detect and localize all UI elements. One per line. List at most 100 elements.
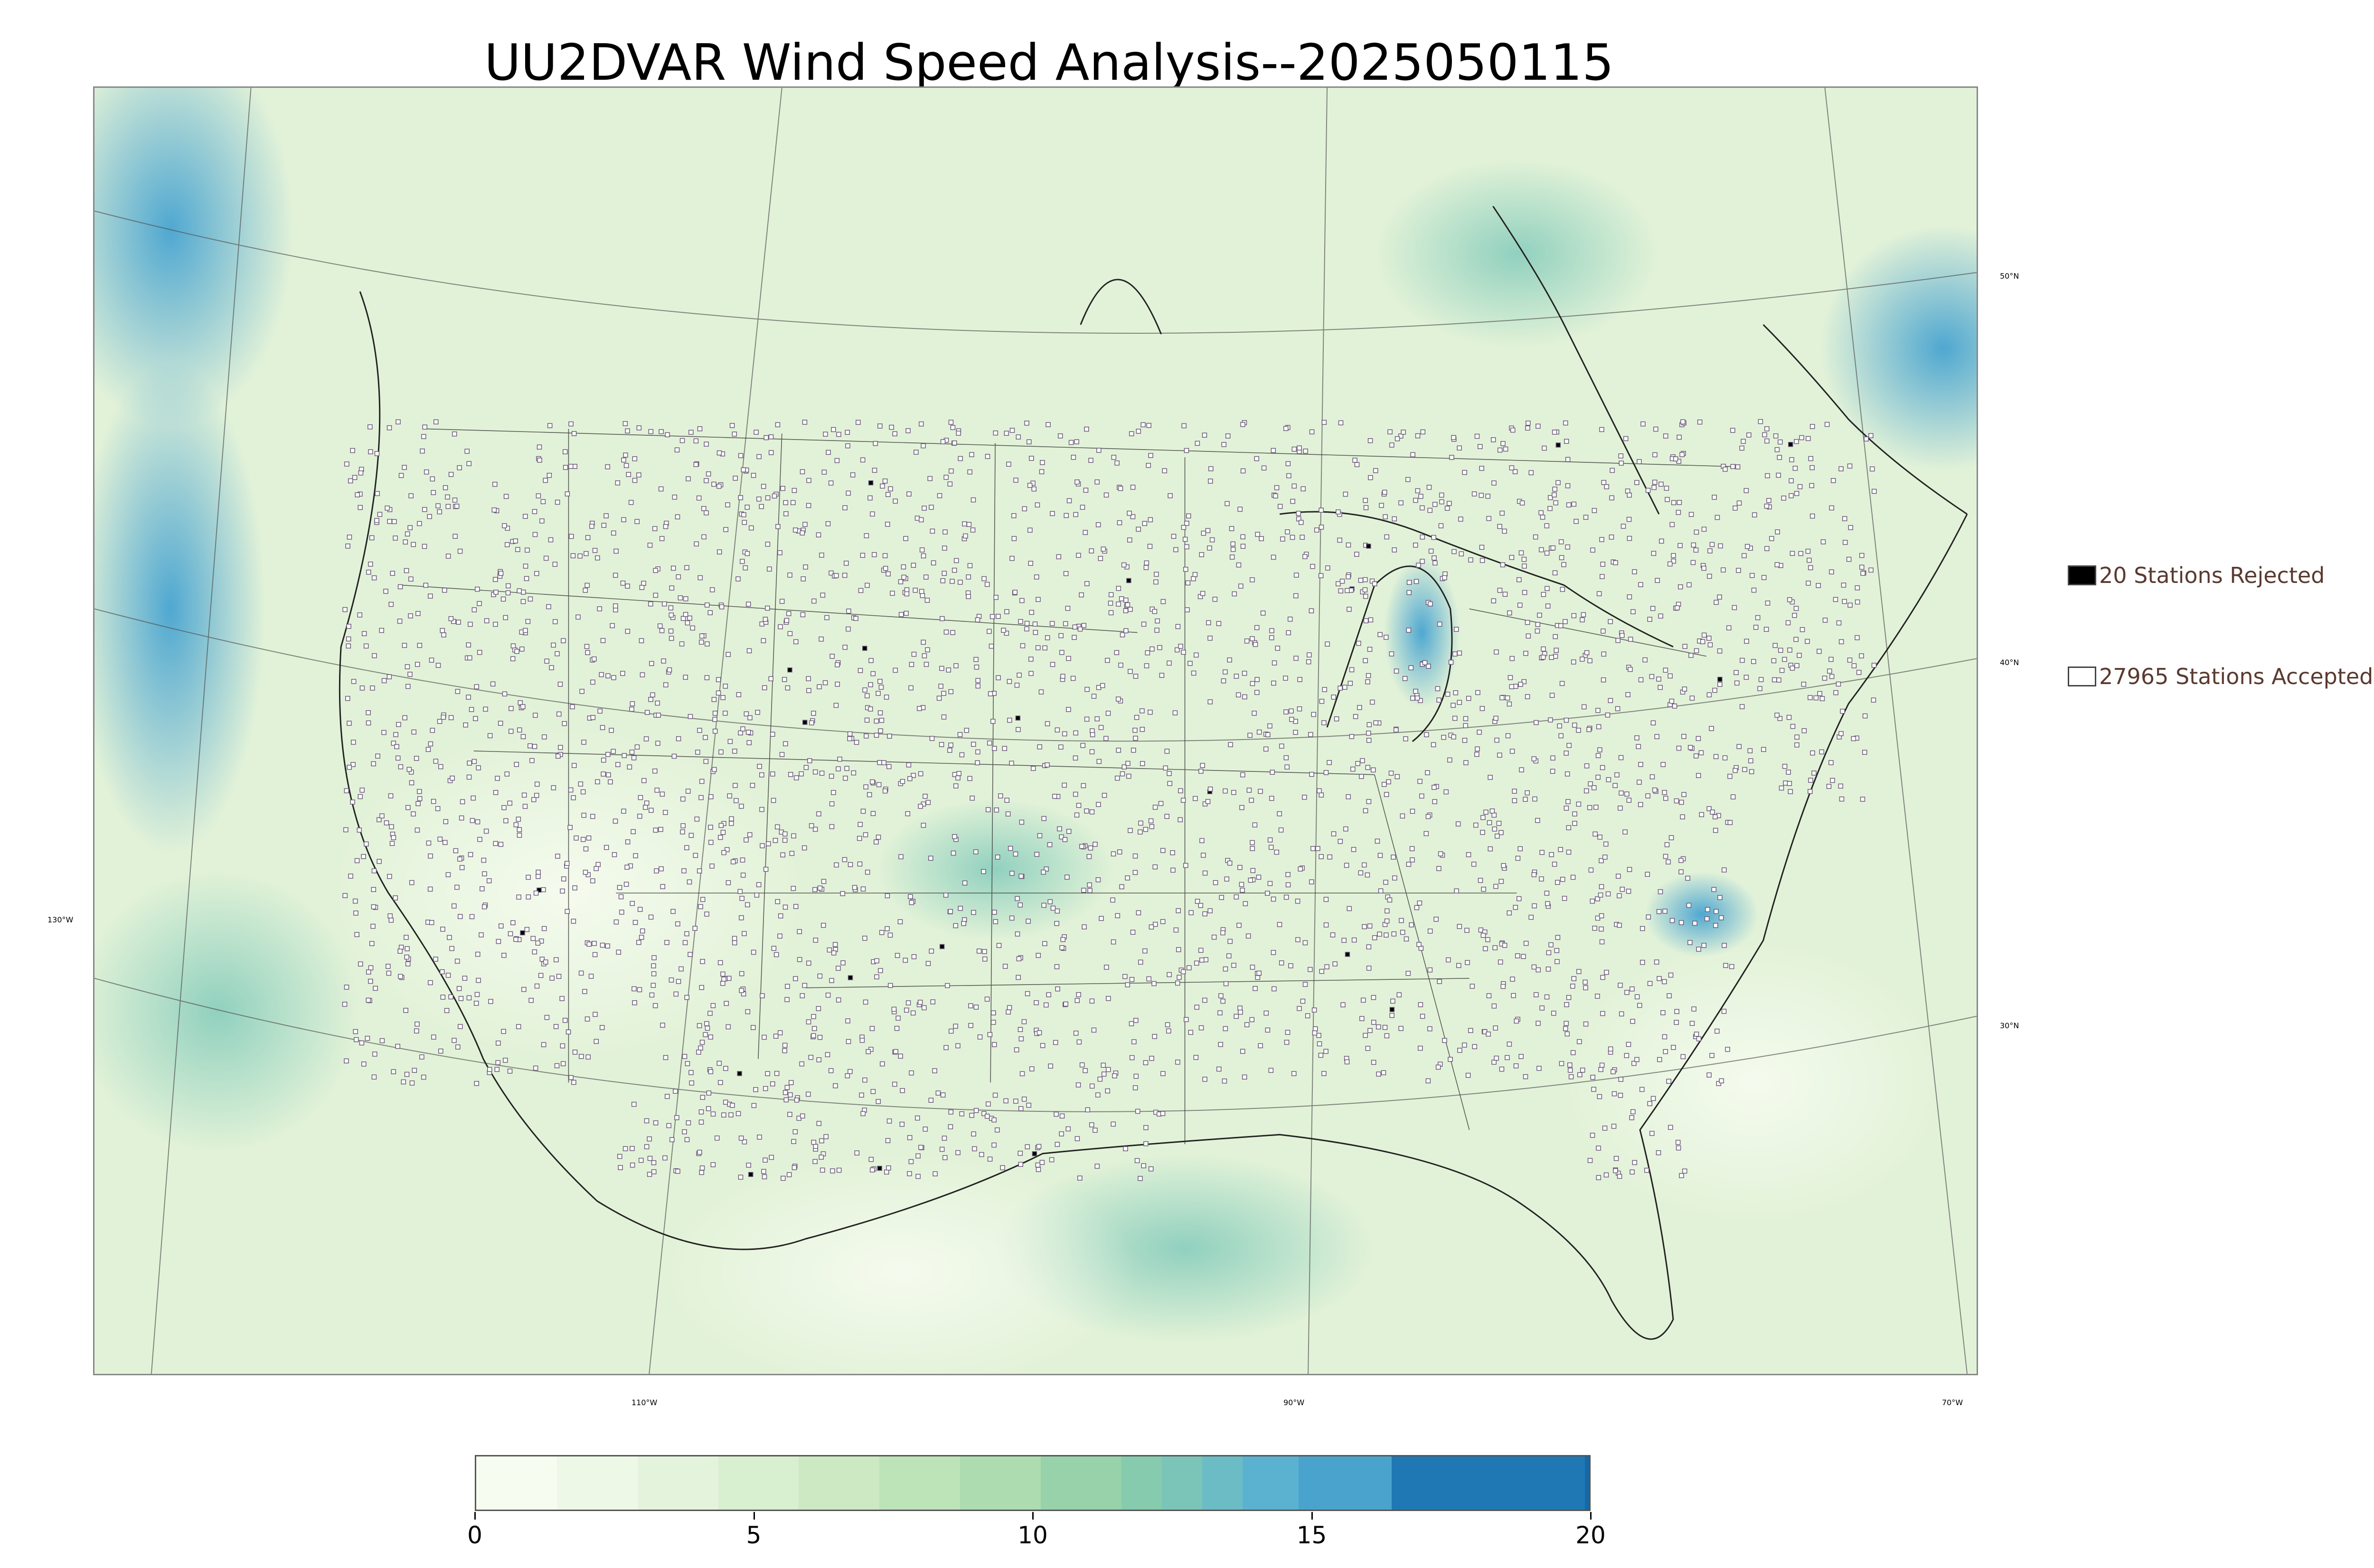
station-accepted-marker bbox=[1511, 993, 1516, 998]
station-accepted-marker bbox=[966, 522, 972, 527]
station-accepted-marker bbox=[1117, 849, 1122, 854]
station-accepted-marker bbox=[1645, 872, 1650, 877]
station-accepted-marker bbox=[394, 744, 399, 750]
station-accepted-marker bbox=[1498, 830, 1504, 836]
station-accepted-marker bbox=[1565, 457, 1571, 462]
station-accepted-marker bbox=[1280, 536, 1285, 542]
station-accepted-marker bbox=[621, 517, 626, 523]
station-accepted-marker bbox=[1598, 1067, 1603, 1072]
station-accepted-marker bbox=[1366, 944, 1372, 949]
station-accepted-marker bbox=[806, 503, 811, 508]
station-accepted-marker bbox=[1415, 488, 1421, 494]
station-accepted-marker bbox=[1715, 1028, 1720, 1034]
station-accepted-marker bbox=[1377, 632, 1383, 638]
station-accepted-marker bbox=[1238, 583, 1244, 589]
station-accepted-marker bbox=[1371, 767, 1376, 773]
station-accepted-marker bbox=[738, 453, 744, 459]
station-accepted-marker bbox=[1685, 875, 1690, 881]
station-accepted-marker bbox=[1080, 742, 1086, 748]
station-accepted-marker bbox=[1599, 884, 1604, 890]
station-accepted-marker bbox=[866, 1049, 871, 1054]
station-accepted-marker bbox=[1820, 539, 1826, 545]
station-accepted-marker bbox=[1351, 937, 1357, 943]
station-accepted-marker bbox=[1283, 676, 1288, 681]
station-accepted-marker bbox=[387, 873, 392, 879]
station-accepted-marker bbox=[463, 722, 468, 728]
station-accepted-marker bbox=[803, 564, 808, 570]
station-accepted-marker bbox=[1183, 566, 1188, 572]
station-accepted-marker bbox=[1084, 716, 1090, 722]
station-accepted-marker bbox=[1630, 1169, 1635, 1175]
station-rejected-marker bbox=[1015, 715, 1021, 721]
station-accepted-marker bbox=[1509, 749, 1515, 754]
station-accepted-marker bbox=[1296, 511, 1301, 516]
station-accepted-marker bbox=[530, 936, 536, 941]
station-accepted-marker bbox=[1492, 826, 1498, 832]
station-accepted-marker bbox=[819, 553, 824, 558]
station-accepted-marker bbox=[862, 936, 867, 941]
station-accepted-marker bbox=[1267, 837, 1273, 843]
station-accepted-marker bbox=[1019, 1071, 1025, 1077]
station-accepted-marker bbox=[379, 1038, 385, 1043]
station-accepted-marker bbox=[452, 534, 458, 539]
station-accepted-marker bbox=[1288, 963, 1293, 968]
station-accepted-marker bbox=[1566, 742, 1572, 748]
station-accepted-marker bbox=[1367, 647, 1373, 652]
station-accepted-marker bbox=[886, 764, 892, 770]
station-accepted-marker bbox=[683, 612, 688, 617]
station-accepted-marker bbox=[430, 476, 435, 482]
station-accepted-marker bbox=[1681, 733, 1686, 739]
station-accepted-marker bbox=[1601, 677, 1606, 683]
station-accepted-marker bbox=[445, 973, 451, 978]
station-accepted-marker bbox=[1550, 545, 1556, 551]
station-accepted-marker bbox=[1593, 805, 1599, 810]
station-accepted-marker bbox=[1465, 1072, 1471, 1078]
station-accepted-marker bbox=[1675, 605, 1680, 610]
station-accepted-marker bbox=[388, 793, 394, 798]
station-accepted-marker bbox=[427, 514, 432, 519]
station-accepted-marker bbox=[1030, 766, 1036, 771]
station-accepted-marker bbox=[867, 792, 872, 798]
station-accepted-marker bbox=[1060, 937, 1066, 942]
station-accepted-marker bbox=[1082, 924, 1087, 930]
station-accepted-marker bbox=[813, 1144, 819, 1149]
station-accepted-marker bbox=[1152, 609, 1158, 614]
station-accepted-marker bbox=[746, 601, 751, 607]
station-accepted-marker bbox=[1790, 551, 1795, 556]
station-accepted-marker bbox=[1040, 1043, 1046, 1048]
station-rejected-marker bbox=[520, 930, 525, 936]
station-accepted-marker bbox=[1811, 770, 1817, 776]
station-accepted-marker bbox=[793, 639, 799, 645]
station-accepted-marker bbox=[876, 835, 881, 840]
station-accepted-marker bbox=[1523, 650, 1528, 656]
station-accepted-marker bbox=[1755, 615, 1761, 620]
station-accepted-marker bbox=[770, 1081, 775, 1087]
station-rejected-marker bbox=[1717, 676, 1723, 682]
station-accepted-marker bbox=[1199, 958, 1205, 963]
station-accepted-marker bbox=[1164, 814, 1169, 819]
station-accepted-marker bbox=[1785, 620, 1791, 626]
station-accepted-marker bbox=[1346, 574, 1351, 580]
station-accepted-marker bbox=[1322, 687, 1328, 692]
station-accepted-marker bbox=[676, 574, 681, 580]
station-accepted-marker bbox=[1073, 1031, 1079, 1036]
station-accepted-marker bbox=[452, 1038, 457, 1043]
station-accepted-marker bbox=[1652, 479, 1658, 485]
station-accepted-marker bbox=[948, 1124, 953, 1129]
station-accepted-marker bbox=[1766, 498, 1771, 503]
station-accepted-marker bbox=[622, 753, 627, 758]
station-accepted-marker bbox=[1317, 788, 1322, 794]
station-accepted-marker bbox=[738, 730, 743, 736]
station-accepted-marker bbox=[1510, 427, 1516, 433]
station-accepted-marker bbox=[948, 1028, 954, 1034]
station-accepted-marker bbox=[763, 435, 769, 441]
station-accepted-marker bbox=[471, 607, 477, 612]
station-accepted-marker bbox=[1002, 746, 1008, 751]
station-accepted-marker bbox=[1498, 879, 1504, 884]
station-accepted-marker bbox=[1711, 887, 1716, 892]
station-accepted-marker bbox=[477, 836, 482, 842]
station-accepted-marker bbox=[1696, 1036, 1702, 1042]
station-accepted-marker bbox=[1365, 679, 1370, 685]
station-accepted-marker bbox=[1093, 1127, 1098, 1133]
station-accepted-marker bbox=[982, 949, 987, 954]
